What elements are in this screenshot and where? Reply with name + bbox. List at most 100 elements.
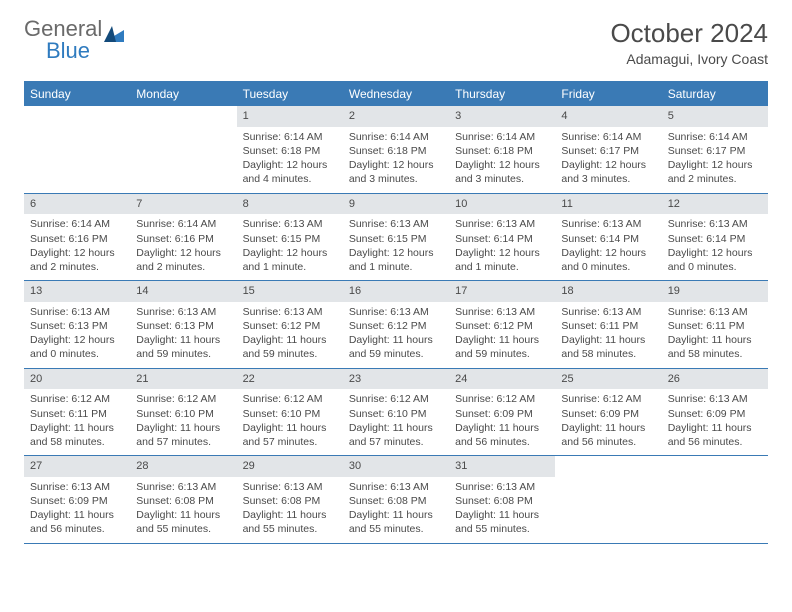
daylight-text: Daylight: 11 hours and 56 minutes. bbox=[668, 421, 762, 449]
day-number: 27 bbox=[24, 456, 130, 477]
daylight-text: Daylight: 11 hours and 55 minutes. bbox=[136, 508, 230, 536]
day-number: 10 bbox=[449, 194, 555, 215]
daylight-text: Daylight: 11 hours and 58 minutes. bbox=[30, 421, 124, 449]
day-number: 17 bbox=[449, 281, 555, 302]
sunrise-text: Sunrise: 6:13 AM bbox=[30, 305, 124, 319]
day-cell: 12Sunrise: 6:13 AMSunset: 6:14 PMDayligh… bbox=[662, 194, 768, 281]
sunrise-text: Sunrise: 6:13 AM bbox=[243, 217, 337, 231]
daylight-text: Daylight: 11 hours and 55 minutes. bbox=[243, 508, 337, 536]
sunrise-text: Sunrise: 6:13 AM bbox=[136, 480, 230, 494]
sunrise-text: Sunrise: 6:12 AM bbox=[136, 392, 230, 406]
sunrise-text: Sunrise: 6:12 AM bbox=[243, 392, 337, 406]
calendar: Sunday Monday Tuesday Wednesday Thursday… bbox=[24, 81, 768, 544]
day-number: 18 bbox=[555, 281, 661, 302]
sunset-text: Sunset: 6:18 PM bbox=[349, 144, 443, 158]
day-number: 29 bbox=[237, 456, 343, 477]
sunrise-text: Sunrise: 6:13 AM bbox=[668, 392, 762, 406]
sunrise-text: Sunrise: 6:14 AM bbox=[30, 217, 124, 231]
daylight-text: Daylight: 12 hours and 2 minutes. bbox=[136, 246, 230, 274]
day-cell: 26Sunrise: 6:13 AMSunset: 6:09 PMDayligh… bbox=[662, 369, 768, 456]
sunrise-text: Sunrise: 6:13 AM bbox=[349, 480, 443, 494]
daylight-text: Daylight: 11 hours and 58 minutes. bbox=[561, 333, 655, 361]
sunset-text: Sunset: 6:17 PM bbox=[668, 144, 762, 158]
day-body: Sunrise: 6:13 AMSunset: 6:14 PMDaylight:… bbox=[662, 214, 768, 280]
dayname-row: Sunday Monday Tuesday Wednesday Thursday… bbox=[24, 82, 768, 106]
day-body: Sunrise: 6:13 AMSunset: 6:14 PMDaylight:… bbox=[555, 214, 661, 280]
sunrise-text: Sunrise: 6:14 AM bbox=[136, 217, 230, 231]
daylight-text: Daylight: 11 hours and 55 minutes. bbox=[455, 508, 549, 536]
day-number: 7 bbox=[130, 194, 236, 215]
sunset-text: Sunset: 6:09 PM bbox=[561, 407, 655, 421]
sunset-text: Sunset: 6:18 PM bbox=[243, 144, 337, 158]
day-number: 22 bbox=[237, 369, 343, 390]
day-body: Sunrise: 6:14 AMSunset: 6:18 PMDaylight:… bbox=[449, 127, 555, 193]
sunrise-text: Sunrise: 6:13 AM bbox=[561, 217, 655, 231]
sunset-text: Sunset: 6:18 PM bbox=[455, 144, 549, 158]
week-row: 1Sunrise: 6:14 AMSunset: 6:18 PMDaylight… bbox=[24, 106, 768, 194]
daylight-text: Daylight: 12 hours and 4 minutes. bbox=[243, 158, 337, 186]
logo-text-blue: Blue bbox=[46, 40, 90, 62]
day-body: Sunrise: 6:14 AMSunset: 6:17 PMDaylight:… bbox=[555, 127, 661, 193]
day-body: Sunrise: 6:13 AMSunset: 6:09 PMDaylight:… bbox=[24, 477, 130, 543]
day-number: 6 bbox=[24, 194, 130, 215]
daylight-text: Daylight: 12 hours and 3 minutes. bbox=[455, 158, 549, 186]
daylight-text: Daylight: 11 hours and 58 minutes. bbox=[668, 333, 762, 361]
daylight-text: Daylight: 11 hours and 56 minutes. bbox=[30, 508, 124, 536]
day-body: Sunrise: 6:12 AMSunset: 6:09 PMDaylight:… bbox=[449, 389, 555, 455]
sunrise-text: Sunrise: 6:12 AM bbox=[30, 392, 124, 406]
sunset-text: Sunset: 6:12 PM bbox=[243, 319, 337, 333]
day-number: 3 bbox=[449, 106, 555, 127]
sunrise-text: Sunrise: 6:13 AM bbox=[243, 305, 337, 319]
day-cell: 23Sunrise: 6:12 AMSunset: 6:10 PMDayligh… bbox=[343, 369, 449, 456]
day-body: Sunrise: 6:13 AMSunset: 6:08 PMDaylight:… bbox=[130, 477, 236, 543]
logo-text-gray: General bbox=[24, 18, 102, 40]
dayname: Friday bbox=[555, 82, 661, 106]
day-body: Sunrise: 6:13 AMSunset: 6:11 PMDaylight:… bbox=[662, 302, 768, 368]
sunrise-text: Sunrise: 6:13 AM bbox=[243, 480, 337, 494]
day-number: 23 bbox=[343, 369, 449, 390]
day-number: 1 bbox=[237, 106, 343, 127]
sunrise-text: Sunrise: 6:14 AM bbox=[349, 130, 443, 144]
sunrise-text: Sunrise: 6:13 AM bbox=[455, 217, 549, 231]
sunset-text: Sunset: 6:15 PM bbox=[349, 232, 443, 246]
day-number: 13 bbox=[24, 281, 130, 302]
sunrise-text: Sunrise: 6:12 AM bbox=[349, 392, 443, 406]
sunset-text: Sunset: 6:10 PM bbox=[243, 407, 337, 421]
day-body: Sunrise: 6:13 AMSunset: 6:12 PMDaylight:… bbox=[237, 302, 343, 368]
day-cell: 1Sunrise: 6:14 AMSunset: 6:18 PMDaylight… bbox=[237, 106, 343, 193]
day-cell: 20Sunrise: 6:12 AMSunset: 6:11 PMDayligh… bbox=[24, 369, 130, 456]
daylight-text: Daylight: 11 hours and 57 minutes. bbox=[243, 421, 337, 449]
day-cell: 24Sunrise: 6:12 AMSunset: 6:09 PMDayligh… bbox=[449, 369, 555, 456]
day-body: Sunrise: 6:14 AMSunset: 6:16 PMDaylight:… bbox=[24, 214, 130, 280]
day-body: Sunrise: 6:12 AMSunset: 6:10 PMDaylight:… bbox=[237, 389, 343, 455]
daylight-text: Daylight: 12 hours and 3 minutes. bbox=[349, 158, 443, 186]
sunset-text: Sunset: 6:14 PM bbox=[561, 232, 655, 246]
header: GeneralBlue October 2024 Adamagui, Ivory… bbox=[24, 18, 768, 67]
day-number: 28 bbox=[130, 456, 236, 477]
sunrise-text: Sunrise: 6:12 AM bbox=[455, 392, 549, 406]
day-number: 11 bbox=[555, 194, 661, 215]
day-body: Sunrise: 6:12 AMSunset: 6:09 PMDaylight:… bbox=[555, 389, 661, 455]
day-cell: 10Sunrise: 6:13 AMSunset: 6:14 PMDayligh… bbox=[449, 194, 555, 281]
day-body: Sunrise: 6:14 AMSunset: 6:18 PMDaylight:… bbox=[237, 127, 343, 193]
logo-icon bbox=[104, 26, 124, 42]
day-number: 15 bbox=[237, 281, 343, 302]
day-cell: 16Sunrise: 6:13 AMSunset: 6:12 PMDayligh… bbox=[343, 281, 449, 368]
sunset-text: Sunset: 6:08 PM bbox=[349, 494, 443, 508]
day-cell: 25Sunrise: 6:12 AMSunset: 6:09 PMDayligh… bbox=[555, 369, 661, 456]
day-cell: 19Sunrise: 6:13 AMSunset: 6:11 PMDayligh… bbox=[662, 281, 768, 368]
day-number: 25 bbox=[555, 369, 661, 390]
day-cell: 29Sunrise: 6:13 AMSunset: 6:08 PMDayligh… bbox=[237, 456, 343, 543]
daylight-text: Daylight: 11 hours and 56 minutes. bbox=[561, 421, 655, 449]
day-cell: 4Sunrise: 6:14 AMSunset: 6:17 PMDaylight… bbox=[555, 106, 661, 193]
daylight-text: Daylight: 12 hours and 1 minute. bbox=[243, 246, 337, 274]
dayname: Monday bbox=[130, 82, 236, 106]
sunset-text: Sunset: 6:13 PM bbox=[30, 319, 124, 333]
sunset-text: Sunset: 6:08 PM bbox=[455, 494, 549, 508]
dayname: Wednesday bbox=[343, 82, 449, 106]
sunset-text: Sunset: 6:12 PM bbox=[349, 319, 443, 333]
dayname: Saturday bbox=[662, 82, 768, 106]
sunrise-text: Sunrise: 6:14 AM bbox=[455, 130, 549, 144]
sunrise-text: Sunrise: 6:12 AM bbox=[561, 392, 655, 406]
daylight-text: Daylight: 12 hours and 0 minutes. bbox=[668, 246, 762, 274]
